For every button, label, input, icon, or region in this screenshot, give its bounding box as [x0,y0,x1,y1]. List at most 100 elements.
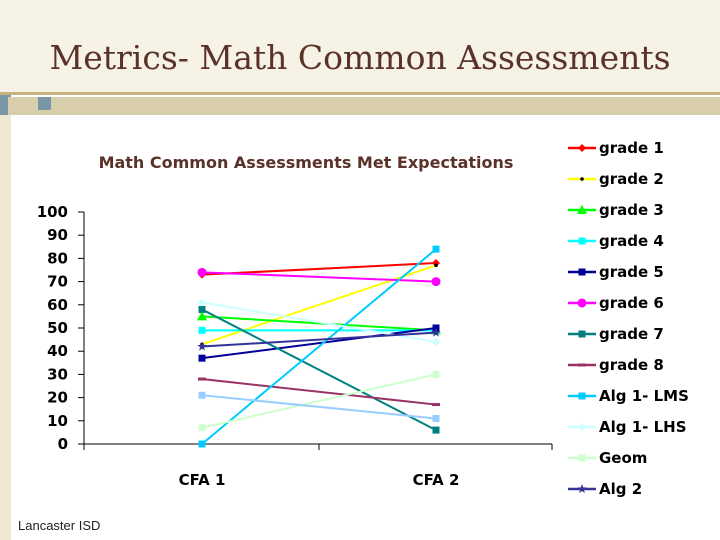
series-line [201,262,437,276]
data-point [432,245,440,253]
x-category-label: CFA 2 [413,471,460,489]
data-point [198,298,206,307]
x-category-label: CFA 1 [179,471,226,489]
series-line [201,301,437,343]
series-geom [198,370,440,432]
legend-marker [578,363,586,367]
series-line [201,331,437,348]
left-decor-block [0,95,11,115]
legend-item: Alg 1- LHS [568,418,687,436]
accent-square [38,97,51,110]
legend-marker [578,144,586,152]
data-point [432,337,440,346]
data-point [197,311,207,321]
legend-marker [578,454,586,462]
legend-item: grade 8 [568,356,664,374]
data-point [432,370,440,378]
y-tick-label: 100 [37,203,68,221]
chart-axes: 0 10 20 30 40 50 60 70 80 90 100 CFA 1 CFA 2 [37,203,553,489]
legend-item: grade 4 [568,232,664,250]
legend-marker [577,484,587,493]
footer-org-name: Lancaster ISD [18,518,101,533]
legend-label: grade 4 [599,232,664,250]
legend-label: grade 6 [599,294,664,312]
data-point [431,327,441,337]
series-alg-2 [197,327,441,351]
series-grade-7 [198,305,440,434]
left-decor-bar [0,95,11,540]
legend-item: grade 6 [568,294,664,312]
legend-item: grade 1 [568,139,664,157]
y-tick-label: 80 [47,249,68,267]
data-point [198,326,206,334]
legend-label: grade 7 [599,325,664,343]
legend-item: grade 5 [568,263,664,281]
legend-label: Geom [599,449,647,467]
legend-marker [578,237,586,245]
series-line [201,394,437,420]
data-point [432,403,440,407]
data-point [198,391,206,399]
series-unlabeled-12 [198,391,440,422]
legend-marker [578,392,586,400]
legend-item: grade 3 [568,201,664,219]
series-line [201,271,437,283]
y-tick-label: 0 [58,435,68,453]
legend-marker [578,330,586,338]
series-alg-1-lms [198,245,440,448]
series-grade-8 [198,377,440,407]
legend-marker [580,177,584,181]
series-line [201,248,437,445]
legend-marker [577,205,587,214]
legend-label: grade 5 [599,263,664,281]
slide-header [0,0,720,92]
y-tick-label: 30 [47,365,68,383]
legend-label: grade 8 [599,356,664,374]
legend-label: Alg 1- LMS [599,387,689,405]
data-point [198,440,206,448]
data-point [432,426,440,434]
data-point [431,277,441,287]
data-point [434,263,438,268]
legend-marker [577,298,587,308]
legend-item: grade 7 [568,325,664,343]
data-point [198,377,206,381]
y-tick-label: 90 [47,226,68,244]
chart-legend: grade 1 grade 2 grade 3 grade 4 grade 5 grade… [568,139,689,498]
legend-item: grade 2 [568,170,664,188]
data-point [197,341,207,351]
y-tick-label: 10 [47,412,68,430]
series-line [201,378,437,406]
legend-marker [578,423,586,431]
legend-label: grade 3 [599,201,664,219]
data-point [198,305,206,313]
chart-series [197,245,441,448]
series-line [201,327,437,360]
y-tick-label: 20 [47,389,68,407]
legend-marker [578,268,586,276]
series-line [201,315,437,332]
chart-title: Math Common Assessments Met Expectations [99,153,514,172]
header-rule [0,92,720,95]
data-point [198,424,206,432]
y-tick-label: 60 [47,296,68,314]
data-point [432,414,440,422]
accent-bar [8,97,720,115]
legend-label: grade 2 [599,170,664,188]
legend-item: Geom [568,449,647,467]
legend-label: Alg 2 [599,480,642,498]
series-line [201,308,437,431]
series-line [201,373,437,429]
slide-title: Metrics- Math Common Assessments [49,38,671,77]
data-point [197,267,207,277]
series-grade-6 [197,267,441,287]
y-tick-label: 70 [47,273,68,291]
y-tick-label: 50 [47,319,68,337]
legend-item: Alg 1- LMS [568,387,689,405]
legend-item: Alg 2 [568,480,642,498]
y-tick-label: 40 [47,342,68,360]
legend-label: grade 1 [599,139,664,157]
data-point [198,354,206,362]
legend-label: Alg 1- LHS [599,418,687,436]
